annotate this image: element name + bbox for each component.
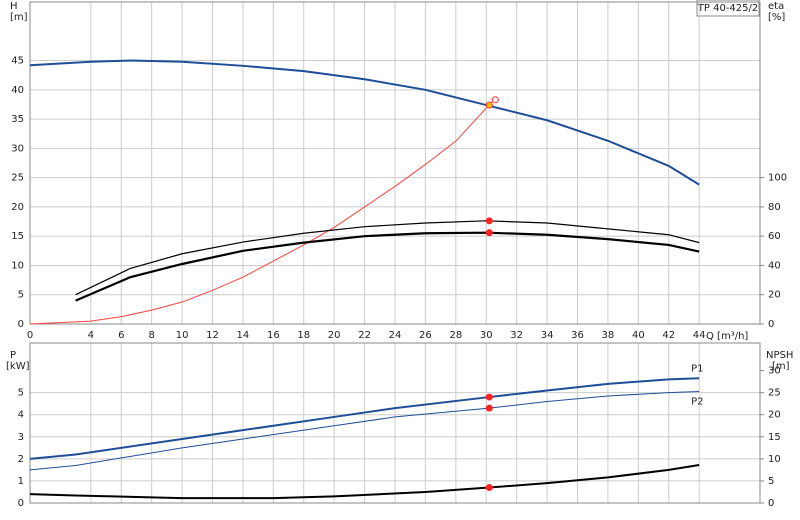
y2-tick-label: 60 [768, 231, 781, 242]
y2-tick-label: 40 [768, 260, 781, 271]
x-tick-label: 38 [602, 330, 615, 341]
y-label: P [10, 350, 16, 361]
x-tick-label: 42 [662, 330, 675, 341]
y-tick-label: 1 [18, 476, 24, 487]
y-tick-label: 25 [11, 173, 24, 184]
y-tick-label: 40 [11, 85, 24, 96]
curve [29, 59, 700, 186]
y2-label: eta [768, 1, 784, 12]
y2-tick-label: 0 [768, 319, 774, 330]
y-tick-label: 30 [11, 143, 24, 154]
y-tick-label: 15 [11, 231, 24, 242]
x-tick-label: 20 [328, 330, 341, 341]
curve [29, 464, 700, 500]
curve [29, 101, 493, 325]
y2-unit: [m] [772, 361, 790, 372]
y-tick-label: 10 [11, 260, 24, 271]
x-tick-label: 36 [571, 330, 584, 341]
y-tick-label: 0 [18, 319, 24, 330]
y2-unit: [%] [768, 12, 785, 23]
duty-point [485, 484, 493, 492]
y-tick-label: 5 [18, 388, 24, 399]
legend-label: P2 [691, 397, 703, 408]
y2-tick-label: 80 [768, 202, 781, 213]
x-tick-label: 28 [449, 330, 462, 341]
duty-point [485, 393, 493, 401]
x-tick-label: 32 [510, 330, 523, 341]
x-tick-label: 22 [358, 330, 371, 341]
x-tick-label: 6 [118, 330, 124, 341]
x-tick-label: 24 [389, 330, 402, 341]
y-tick-label: 20 [11, 202, 24, 213]
curve [75, 231, 700, 302]
plot-frame [29, 342, 761, 504]
duty-point [485, 217, 493, 225]
x-tick-label: 12 [206, 330, 219, 341]
plot-frame [29, 1, 761, 325]
x-tick-label: 16 [267, 330, 280, 341]
y2-tick-label: 30 [768, 366, 781, 377]
x-tick-label: 4 [88, 330, 94, 341]
y-unit: [kW] [6, 361, 30, 372]
x-tick-label: 40 [632, 330, 645, 341]
y-tick-label: 5 [18, 290, 24, 301]
y2-tick-label: 20 [768, 290, 781, 301]
curve [29, 391, 700, 471]
y-unit: [m] [10, 12, 28, 23]
y2-tick-label: 0 [768, 498, 774, 509]
y2-tick-label: 10 [768, 454, 781, 465]
y2-tick-label: 100 [768, 173, 787, 184]
y-tick-label: 0 [18, 498, 24, 509]
x-label: Q [m³/h] [706, 331, 748, 342]
x-tick-label: 0 [27, 330, 33, 341]
duty-point [491, 96, 499, 104]
curve [29, 377, 700, 460]
y2-tick-label: 20 [768, 410, 781, 421]
title-box [696, 0, 760, 17]
y-label: H [10, 1, 18, 12]
curve [75, 220, 700, 296]
y2-tick-label: 5 [768, 476, 774, 487]
y-tick-label: 35 [11, 114, 24, 125]
chart-title: TP 40-425/2 [697, 3, 758, 14]
x-tick-label: 44 [693, 330, 706, 341]
x-tick-label: 14 [237, 330, 250, 341]
y2-tick-label: 15 [768, 432, 781, 443]
y2-tick-label: 25 [768, 388, 781, 399]
x-tick-label: 10 [176, 330, 189, 341]
x-tick-label: 18 [297, 330, 310, 341]
y-tick-label: 2 [18, 454, 24, 465]
x-tick-label: 30 [480, 330, 493, 341]
duty-point [485, 404, 493, 412]
y-tick-label: 45 [11, 56, 24, 67]
duty-point [485, 101, 493, 109]
y2-label: NPSH [766, 350, 793, 361]
x-tick-label: 26 [419, 330, 432, 341]
y-tick-label: 3 [18, 432, 24, 443]
legend-label: P1 [691, 363, 703, 374]
x-tick-label: 34 [541, 330, 554, 341]
duty-point [485, 229, 493, 237]
y-tick-label: 4 [18, 410, 24, 421]
x-tick-label: 8 [148, 330, 154, 341]
